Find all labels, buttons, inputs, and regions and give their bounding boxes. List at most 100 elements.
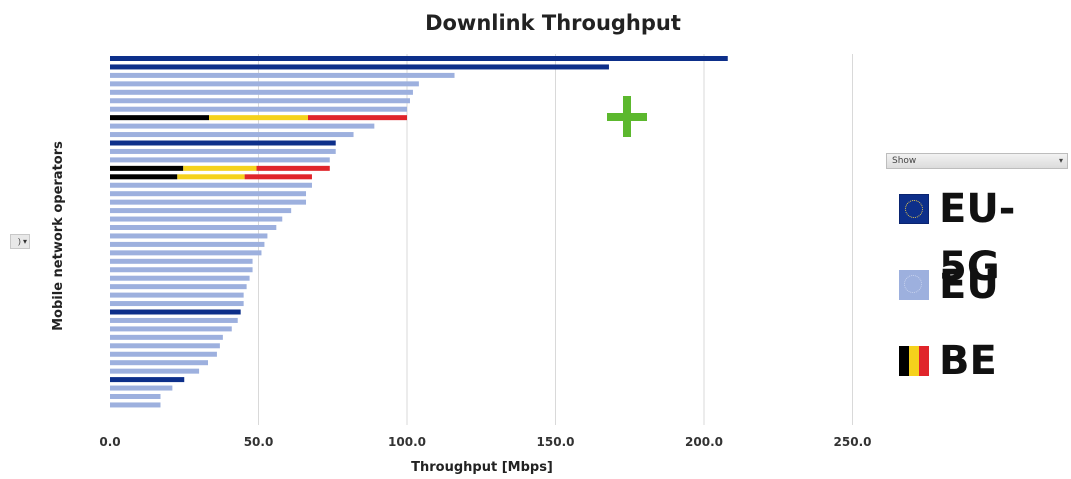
bar-eu5g [110,64,609,70]
bar-eu [110,267,253,273]
bar-rect [110,140,336,146]
bar-rect [110,343,220,349]
bar-rect [110,89,413,95]
bar-eu [110,360,209,366]
bar-eu [110,326,232,332]
bar-eu [110,343,220,349]
bar-rect [110,351,217,357]
bar-eu [110,72,455,78]
bar-eu [110,284,247,290]
bar-eu [110,233,268,239]
belgium-flag-icon [899,346,929,376]
bar-rect [110,394,161,399]
bar-segment [110,115,209,121]
bar-rect [110,250,262,256]
bar-eu [110,148,336,154]
bar-rect [110,275,250,281]
bar-eu [110,301,244,307]
bar-segment [183,165,257,171]
bar-eu [110,199,307,205]
bar-eu [110,157,330,163]
bar-segment [110,165,184,171]
bar-rect [110,225,277,230]
bar-eu5g [110,56,728,61]
bar-eu [110,402,161,408]
bar-eu [110,216,283,222]
x-tick-label: 150.0 [537,435,575,449]
bar-rect [110,334,223,340]
bar-rect [110,292,244,298]
bar-segment [209,115,308,121]
bar-eu [110,292,244,298]
bar-rect [110,301,244,307]
filter-dropdown[interactable]: ) ▾ [10,234,30,249]
bar-eu [110,89,413,95]
bar-eu [110,250,262,256]
bar-rect [110,360,209,366]
bar-eu [110,385,173,391]
x-tick-label: 250.0 [834,435,872,449]
legend-label-eu: EU [939,262,999,308]
bar-rect [110,123,375,129]
bar-rect [110,132,354,138]
bar-rect [110,233,268,239]
bar-eu [110,394,161,399]
x-axis-ticks: 0.0 50.0 100.0 150.0 200.0 250.0 [99,435,871,449]
bar-rect [110,258,253,264]
bar-rect [110,191,307,197]
bar-rect [110,208,292,214]
show-dropdown-label: Show [892,156,917,166]
bar-segment [110,174,178,180]
bar-eu [110,123,375,129]
bar-eu [110,106,407,112]
x-tick-label: 200.0 [685,435,723,449]
x-tick-label: 50.0 [244,435,274,449]
bar-eu5g [110,309,241,315]
bar-eu [110,182,312,188]
bar-rect [110,56,728,61]
bar-eu5g [110,377,185,383]
bar-be [110,165,330,171]
x-axis-label: Throughput [Mbps] [411,460,553,475]
bar-rect [110,377,185,383]
bar-eu [110,317,238,323]
bar-segment [244,174,312,180]
bar-rect [110,241,265,247]
bar-rect [110,402,161,408]
bar-eu [110,132,354,138]
chevron-down-icon: ▾ [1058,156,1063,165]
eu-flag-icon [899,194,929,224]
bar-rect [110,81,419,87]
bar-rect [110,72,455,78]
bar-rect [110,326,232,332]
bar-rect [110,309,241,315]
bar-eu [110,368,200,374]
bar-eu [110,334,223,340]
bar-rect [110,199,307,205]
bar-segment [177,174,245,180]
bar-rect [110,216,283,222]
bar-rect [110,64,609,70]
bar-be [110,174,312,180]
bar-segment [256,165,330,171]
legend-label-be: BE [939,338,997,384]
legend-label-eu5g: EU-5G [939,186,1016,290]
bar-eu [110,98,410,104]
bar-be [110,115,407,121]
bar-eu [110,208,292,214]
bar-eu [110,225,277,230]
bar-eu [110,258,253,264]
eu-flag-icon [899,270,929,300]
x-tick-label: 0.0 [99,435,120,449]
bar-eu [110,191,307,197]
bar-rect [110,148,336,154]
show-dropdown[interactable]: Show ▾ [886,153,1068,169]
plus-icon [607,96,647,137]
x-tick-label: 100.0 [388,435,426,449]
bar-rect [110,182,312,188]
bar-segment [308,115,407,121]
bar-eu [110,351,217,357]
bars [110,56,728,408]
bar-eu [110,275,250,281]
y-axis-label: Mobile network operators [51,141,66,331]
